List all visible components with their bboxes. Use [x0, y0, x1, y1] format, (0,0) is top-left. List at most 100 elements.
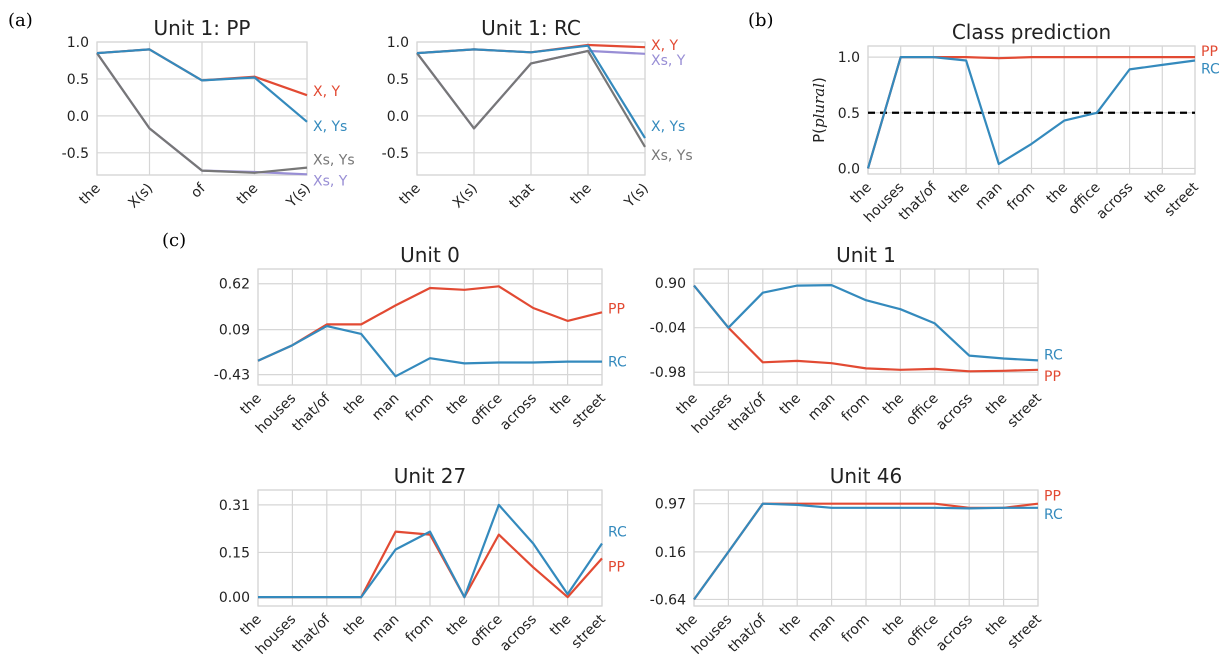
x-tick-label: the [880, 391, 908, 419]
y-tick-label: 0.62 [219, 277, 250, 293]
x-tick-label: the [983, 612, 1011, 640]
x-tick-label: the [847, 180, 875, 208]
x-tick-label: the [673, 612, 701, 640]
series-label: X, Ys [651, 119, 685, 135]
x-tick-label: the [776, 612, 804, 640]
series-label: RC [1044, 507, 1063, 523]
x-tick-label: street [569, 611, 610, 652]
x-tick-label: the [444, 391, 472, 419]
series-label: RC [608, 355, 627, 371]
series-label: X, Y [651, 38, 678, 54]
x-tick-label: the [547, 612, 575, 640]
y-tick-label: 0.09 [219, 323, 250, 339]
y-tick-label: -0.98 [650, 365, 686, 381]
chart-title: Unit 1: RC [481, 16, 581, 40]
series-line-rc [866, 55, 1196, 169]
series-label: X, Ys [313, 119, 347, 135]
x-tick-label: from [402, 391, 436, 425]
series-line-x-ys [416, 44, 646, 139]
x-tick-label: across [933, 612, 976, 655]
x-tick-label: the [237, 391, 265, 419]
y-tick-label: 0.16 [655, 545, 686, 561]
chart-a2: the X(s) that the Y(s) 1.0 0.5 0.0 -0.5 Unit 1: R… [382, 16, 693, 212]
chart-a1: the X(s) of the Y(s) 1.0 0.5 0.0 -0.5 Unit 1: PP X… [62, 16, 355, 211]
y-tick-label: 0.31 [219, 498, 250, 514]
panel-label-a: (a) [8, 10, 33, 31]
x-tick-label: that [506, 180, 538, 212]
x-tick-label: the [1043, 180, 1071, 208]
series-line-rc [257, 325, 602, 378]
x-tick-label: man [369, 391, 402, 424]
x-tick-label: the [776, 391, 804, 419]
x-tick-label: X(s) [125, 181, 156, 212]
x-tick-label: the [340, 612, 368, 640]
x-tick-label: street [569, 390, 610, 431]
x-tick-label: Y(s) [283, 181, 314, 212]
x-tick-label: the [1142, 180, 1170, 208]
y-tick-label: -0.64 [650, 592, 686, 608]
x-tick-label: of [188, 180, 210, 202]
series-label: PP [608, 559, 625, 575]
series-label: RC [1044, 347, 1063, 363]
chart-title: Class prediction [952, 20, 1111, 44]
x-tick-label: the [234, 181, 262, 209]
series-line-pp [693, 284, 1039, 373]
chart-title: Unit 46 [830, 464, 903, 488]
x-tick-label: that/of [289, 611, 334, 656]
x-tick-label: the [880, 612, 908, 640]
series-line-rc [258, 503, 603, 599]
x-tick-label: the [673, 391, 701, 419]
x-tick-label: that/of [725, 611, 770, 656]
x-tick-label: street [1005, 611, 1046, 652]
y-tick-label: 0.90 [655, 276, 686, 292]
y-tick-label: 1.0 [67, 35, 89, 51]
chart-title: Unit 1: PP [153, 16, 250, 40]
y-tick-label: 0.0 [838, 161, 860, 177]
x-tick-label: from [1004, 180, 1038, 214]
y-axis-label: P(plural) [810, 77, 828, 143]
series-label: RC [608, 525, 627, 541]
x-tick-label: across [933, 391, 976, 434]
y-tick-label: -0.5 [382, 146, 409, 162]
x-tick-label: street [1005, 390, 1046, 431]
panel-label-b: (b) [748, 10, 774, 31]
series-label: PP [1044, 489, 1061, 505]
series-line-xs-ys [96, 52, 308, 174]
series-line-rc [693, 284, 1039, 362]
series-label: PP [608, 301, 625, 317]
y-tick-label: -0.5 [62, 146, 89, 162]
x-tick-label: man [972, 180, 1005, 213]
chart-title: Unit 1 [836, 243, 896, 267]
chart-title: Unit 27 [394, 464, 467, 488]
x-tick-label: man [805, 391, 838, 424]
series-line-xs-ys [416, 49, 646, 148]
y-tick-label: 0.5 [67, 72, 89, 88]
x-tick-label: the [340, 391, 368, 419]
x-tick-label: man [369, 612, 402, 645]
x-tick-label: the [76, 181, 104, 209]
y-tick-label: -0.04 [650, 321, 686, 337]
x-tick-label: the [444, 612, 472, 640]
y-tick-label: 0.00 [219, 590, 250, 606]
series-line-x-ys [96, 48, 308, 123]
series-label: RC [1201, 61, 1220, 77]
x-tick-label: the [396, 181, 424, 209]
series-label: Xs, Y [651, 53, 686, 69]
series-label: Xs, Ys [313, 153, 355, 169]
y-tick-label: -0.43 [214, 368, 250, 384]
x-tick-label: X(s) [450, 181, 481, 212]
y-tick-label: 0.5 [387, 72, 409, 88]
panel-label-c: (c) [162, 230, 186, 251]
x-tick-label: that/of [289, 390, 334, 435]
series-label: X, Y [313, 84, 340, 100]
chart-title: Unit 0 [400, 243, 460, 267]
y-tick-label: 0.0 [67, 109, 89, 125]
x-tick-label: across [497, 612, 540, 655]
x-tick-label: Y(s) [621, 181, 652, 212]
y-tick-label: 1.0 [838, 50, 860, 66]
y-tick-label: 1.0 [387, 35, 409, 51]
